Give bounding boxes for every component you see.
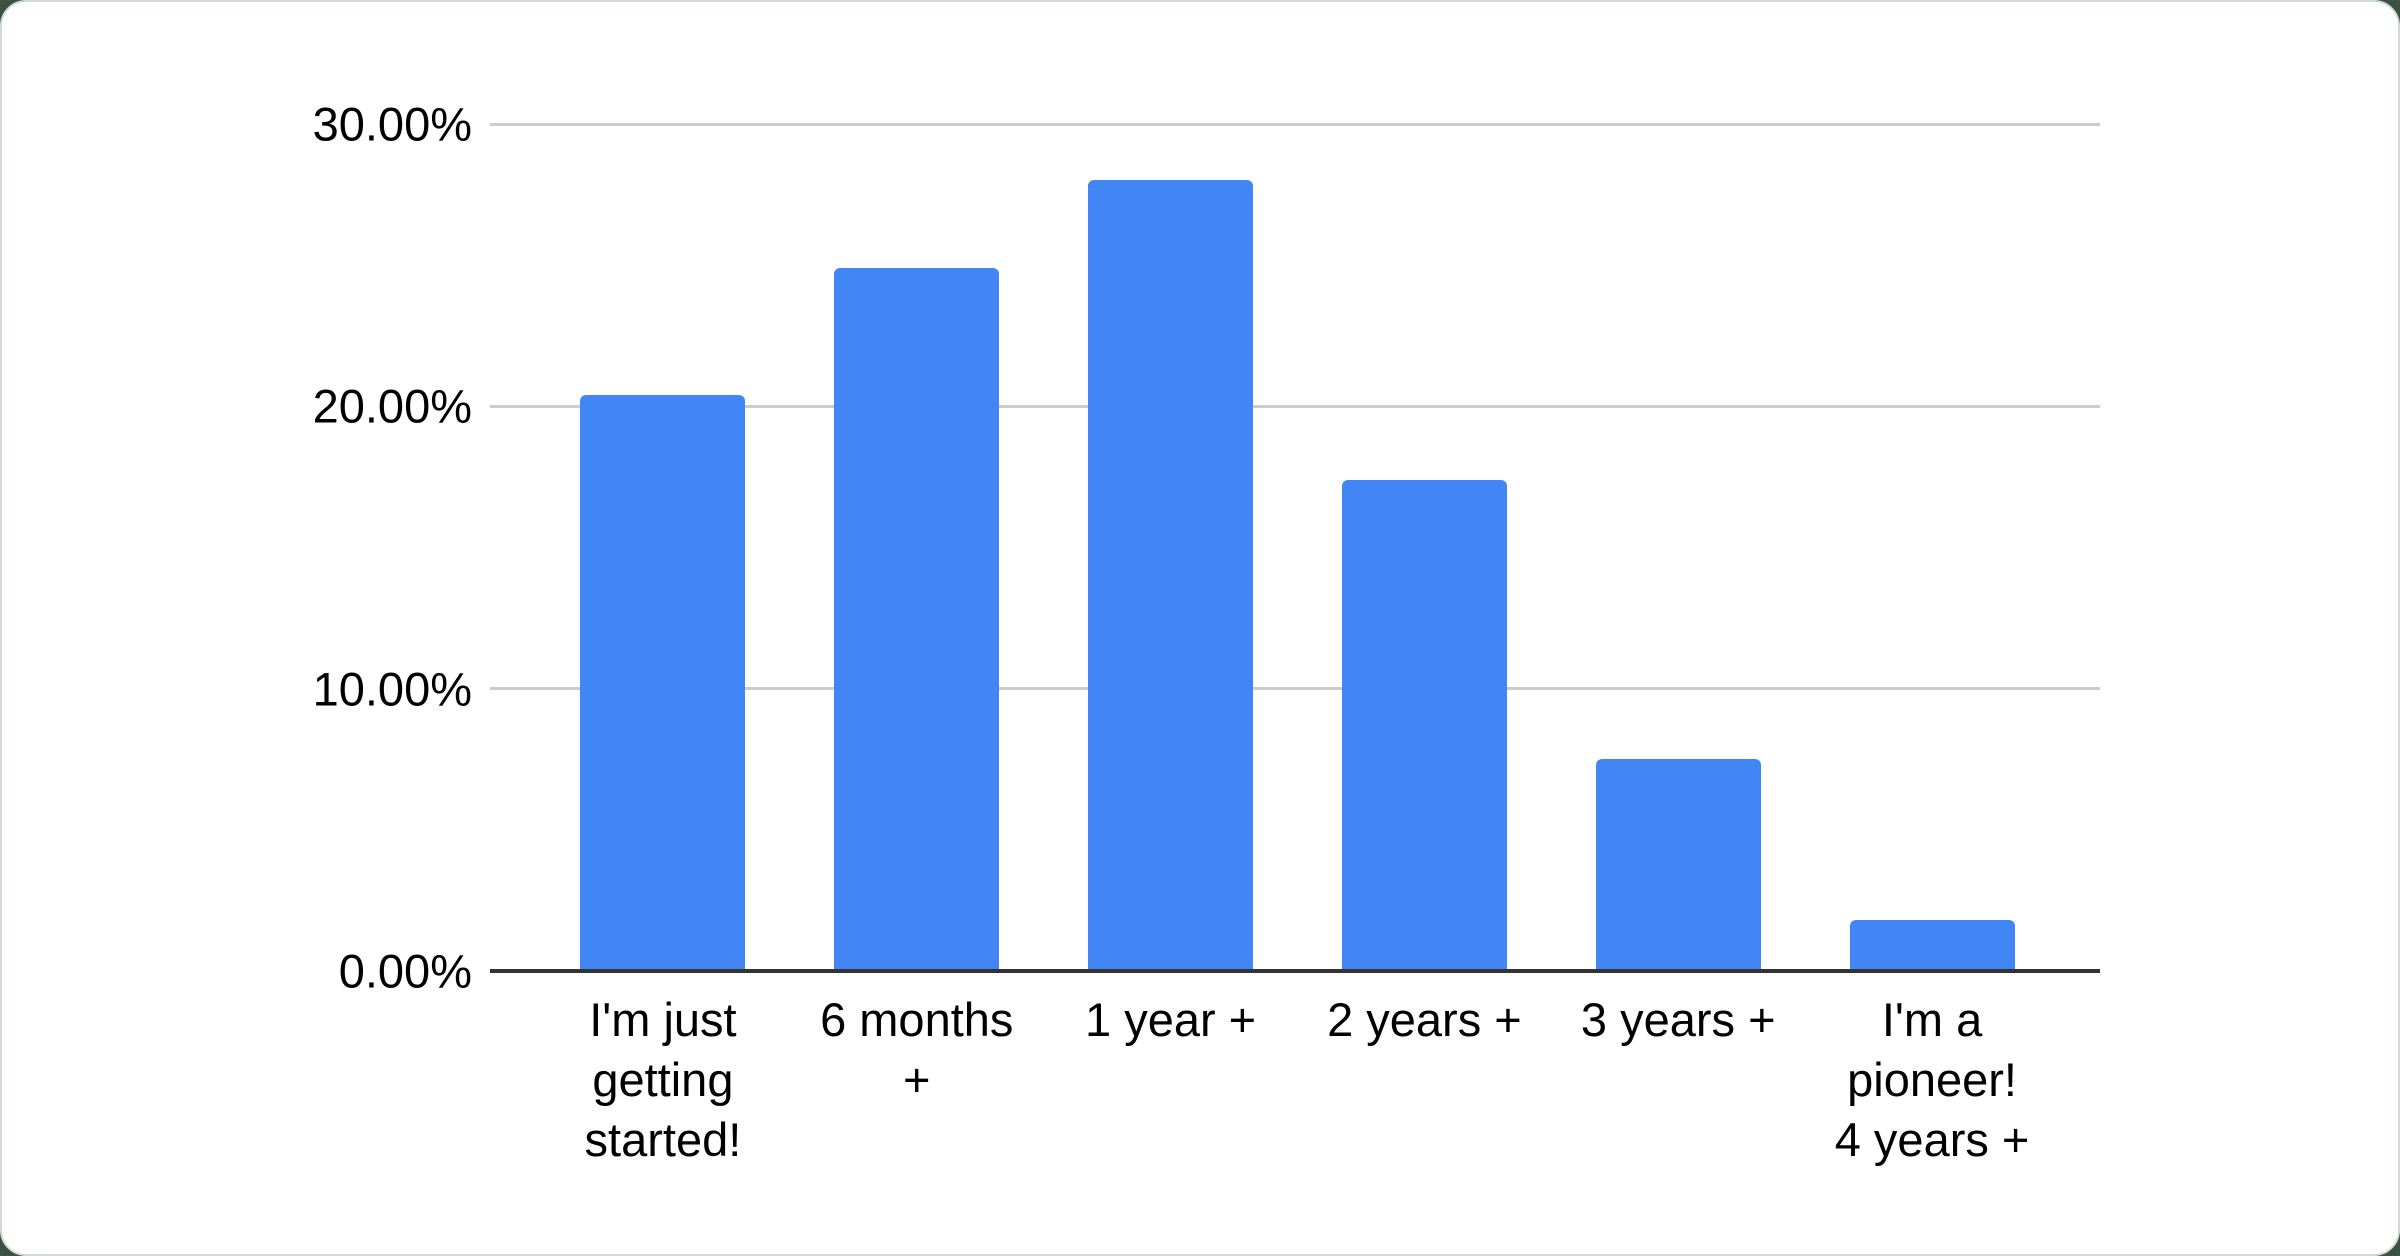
- x-axis-tick-label: 2 years +: [1327, 993, 1522, 1046]
- y-axis-tick-label: 0.00%: [338, 944, 472, 998]
- x-axis-tick-label: 1 year +: [1085, 993, 1257, 1046]
- gridline: [490, 687, 2100, 691]
- gridline: [490, 122, 2100, 126]
- x-axis-tick-label: 3 years +: [1580, 993, 1776, 1046]
- bar-slot: [790, 124, 1044, 971]
- x-axis-labels: I'm just getting started! 6 months + 1 yea…: [536, 990, 2059, 1170]
- bar-slot: [1551, 124, 1805, 971]
- bar-slot: [1044, 124, 1298, 971]
- bar-slot: [536, 124, 790, 971]
- bars-layer: [536, 124, 2059, 971]
- bar-slot: [1805, 124, 2059, 971]
- bar-4: [1341, 479, 1507, 971]
- x-axis-tick-label: I'm a pioneer! 4 years +: [1834, 993, 2030, 1166]
- bar-chart: 0.00% 10.00% 20.00% 30.00% I'm just getting…: [313, 101, 2100, 1166]
- y-axis-tick-label: 10.00%: [312, 662, 472, 716]
- x-axis-tick-label: 6 months +: [820, 993, 1014, 1106]
- bar-1: [580, 395, 746, 971]
- gridline: [490, 404, 2100, 408]
- bar-6: [1849, 920, 2015, 971]
- y-axis-tick-label: 20.00%: [312, 379, 472, 433]
- x-axis-line: [490, 969, 2100, 973]
- bar-slot: [1297, 124, 1551, 971]
- bar-3: [1088, 180, 1254, 971]
- x-axis-tick-label: I'm just getting started!: [584, 993, 742, 1166]
- bar-5: [1595, 759, 1761, 971]
- bar-2: [834, 268, 1000, 971]
- y-axis-tick-label: 30.00%: [312, 97, 472, 151]
